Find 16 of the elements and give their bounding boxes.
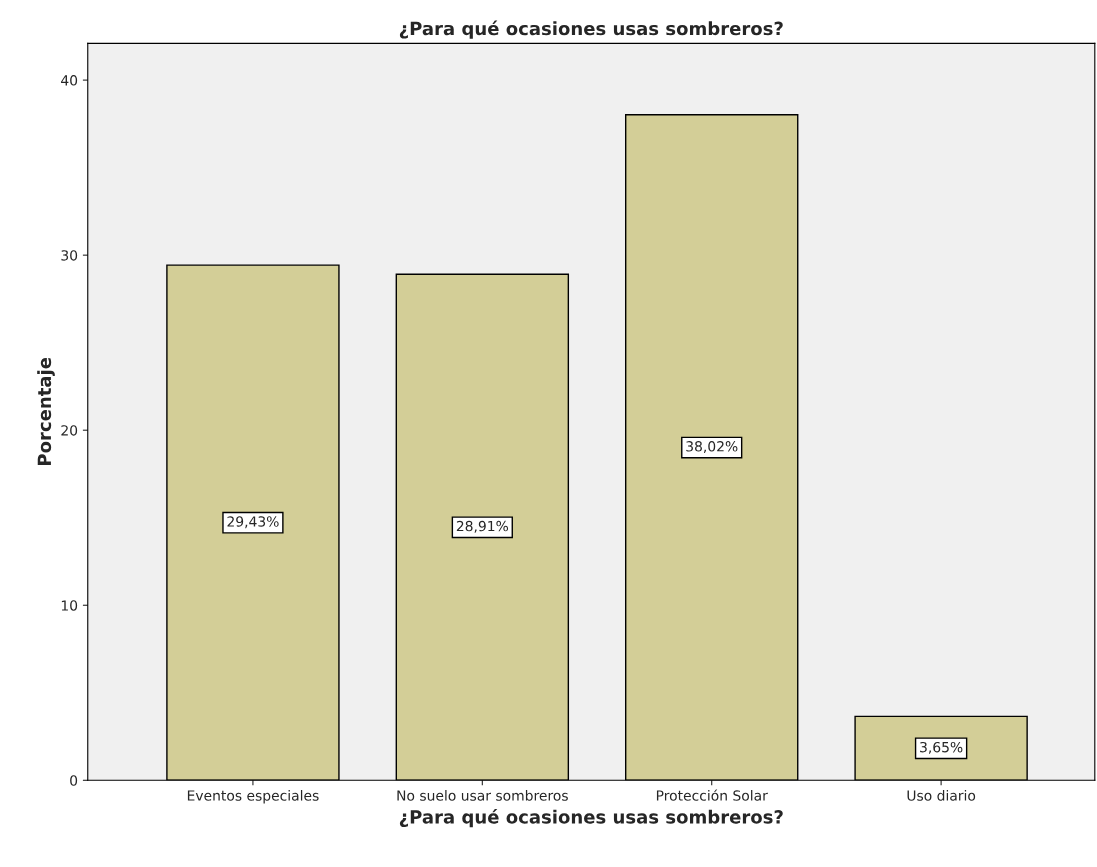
y-tick-label: 0 [70, 775, 78, 786]
y-tick-label: 40 [61, 75, 78, 86]
x-tick-label: Uso diario [907, 790, 976, 801]
chart-title: ¿Para qué ocasiones usas sombreros? [399, 20, 783, 39]
x-tick-label: No suelo usar sombreros [397, 790, 568, 801]
data-label: 3,65% [920, 741, 963, 754]
y-tick-label: 20 [61, 425, 78, 436]
x-tick-label: Eventos especiales [187, 790, 319, 804]
y-tick-label: 10 [61, 600, 78, 611]
data-label: 28,91% [456, 520, 509, 533]
x-tick-label: Protección Solar [656, 789, 768, 801]
data-label: 29,43% [227, 516, 279, 529]
data-label: 38,02% [686, 441, 738, 453]
x-axis-title: ¿Para qué ocasiones usas sombreros? [399, 809, 783, 828]
y-axis-title: Porcentaje [37, 357, 55, 465]
y-tick-label: 30 [61, 250, 78, 261]
